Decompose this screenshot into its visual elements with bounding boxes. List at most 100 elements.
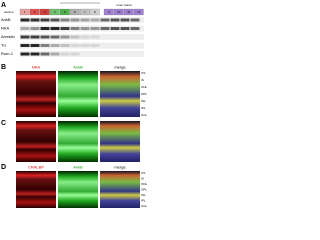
micrograph <box>16 121 56 162</box>
blot-row-label: Arrestin <box>1 34 15 39</box>
blot-band <box>40 35 50 39</box>
column-header: AnkB <box>73 65 83 70</box>
blot-band <box>90 44 100 47</box>
blot-band <box>110 18 120 22</box>
layer-label: OPL <box>141 92 147 96</box>
section-box <box>79 8 90 16</box>
blot-band <box>110 27 120 30</box>
section-number: 3 <box>44 10 46 14</box>
blot-band <box>120 18 130 22</box>
layer-label: INL <box>141 193 146 197</box>
micrograph <box>58 171 98 208</box>
section-number: 4 <box>54 10 56 14</box>
section-number: 2 <box>34 10 36 14</box>
blot-band <box>40 44 50 47</box>
panel-label: D <box>1 164 6 171</box>
section-box <box>49 8 60 16</box>
blot-band <box>70 35 80 39</box>
micrograph <box>100 171 140 208</box>
micrograph <box>58 71 98 117</box>
section-box <box>69 8 80 16</box>
panel-label: B <box>1 64 6 71</box>
inner-section-number: 12 <box>137 10 141 14</box>
column-header: NKA <box>32 65 41 70</box>
section-box <box>19 8 30 16</box>
micrograph <box>100 71 140 117</box>
blot-strip <box>20 42 144 49</box>
inner-section-box <box>123 8 134 16</box>
blot-row-label: AnkB <box>1 17 11 22</box>
blot-band <box>20 27 30 30</box>
layer-label: ONL <box>141 85 148 89</box>
blot-band <box>90 35 100 39</box>
inner-section-box <box>113 8 124 16</box>
blot-strip <box>20 17 144 23</box>
inner-retina-label: inner retina <box>116 3 131 7</box>
inner-section-box <box>103 8 114 16</box>
blot-band <box>40 27 50 30</box>
blot-band <box>50 18 60 22</box>
blot-row-label: Rom-1 <box>1 51 14 56</box>
blot-band <box>60 44 70 47</box>
blot-band <box>30 35 40 39</box>
blot-band <box>80 35 90 39</box>
layer-label: IPL <box>141 198 146 202</box>
column-header: merge <box>114 165 126 170</box>
blot-row-label: NKA <box>1 26 10 31</box>
section-number: 8 <box>94 10 96 14</box>
blot-band <box>30 18 40 22</box>
section-number: 7 <box>84 10 86 14</box>
section-number: 5 <box>64 10 66 14</box>
blot-band <box>80 18 90 22</box>
layer-label: OPL <box>141 187 147 191</box>
inner-section-number: 9 <box>108 10 110 14</box>
inner-section-number: 11 <box>127 10 130 14</box>
section-box <box>39 8 50 16</box>
blot-band <box>130 18 140 22</box>
layer-label: IS <box>141 176 144 180</box>
micrograph <box>58 121 98 162</box>
section-box <box>59 8 70 16</box>
blot-band <box>80 44 90 47</box>
blot-band <box>20 18 30 22</box>
section-box <box>89 8 100 16</box>
blot-band <box>60 35 70 39</box>
blot-band <box>30 27 40 30</box>
blot-band <box>90 27 100 30</box>
section-number: 1 <box>24 10 26 14</box>
blot-band <box>120 27 130 30</box>
blot-row-label: Tα <box>1 43 6 48</box>
blot-band <box>40 18 50 22</box>
layer-label: OS <box>141 71 145 75</box>
blot-band <box>100 27 110 30</box>
layer-label: OS <box>141 171 145 175</box>
blot-band <box>70 44 80 47</box>
blot-band <box>20 35 30 39</box>
blot-strip <box>20 34 144 40</box>
section-box <box>29 8 40 16</box>
micrograph <box>100 121 140 162</box>
blot-band <box>50 27 60 30</box>
inner-section-number: 10 <box>117 10 121 14</box>
blot-strip <box>20 25 144 32</box>
micrograph <box>16 171 56 208</box>
blot-band <box>60 27 70 30</box>
column-header: CRALBP <box>28 165 44 170</box>
inner-section-box <box>133 8 144 16</box>
blot-band <box>70 18 80 22</box>
blot-band <box>30 52 40 56</box>
blot-band <box>20 52 30 56</box>
section-number: 6 <box>74 10 76 14</box>
blot-band <box>30 44 40 47</box>
layer-label: IS <box>141 78 144 82</box>
blot-band <box>100 18 110 22</box>
panel-label: C <box>1 120 6 127</box>
panel-label: A <box>1 2 6 9</box>
layer-label: IPL <box>141 106 146 110</box>
column-header: AnkB <box>73 165 83 170</box>
blot-band <box>130 27 140 30</box>
section-label: section <box>4 10 14 14</box>
blot-strip <box>20 51 144 57</box>
layer-label: GCL <box>141 204 148 208</box>
